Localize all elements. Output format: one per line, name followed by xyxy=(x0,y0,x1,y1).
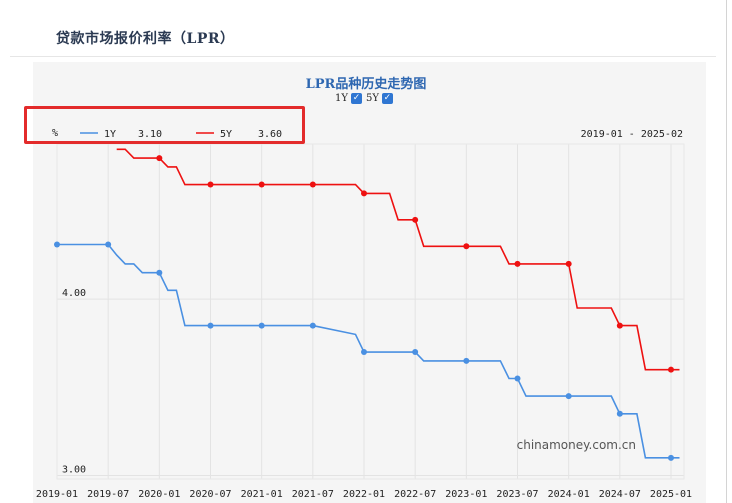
data-point-1y[interactable] xyxy=(258,322,265,329)
data-point-5y[interactable] xyxy=(616,322,623,329)
data-point-5y[interactable] xyxy=(361,190,367,197)
x-tick-label: 2023-01 xyxy=(445,489,487,500)
data-point-5y[interactable] xyxy=(207,181,214,188)
chart-panel xyxy=(33,62,706,503)
x-tick-label: 2022-01 xyxy=(343,489,385,500)
x-tick-label: 2021-07 xyxy=(292,489,334,500)
data-point-1y[interactable] xyxy=(616,410,623,417)
data-point-5y[interactable] xyxy=(514,260,521,267)
y-tick-label: 3.00 xyxy=(62,464,86,475)
series-line-5y xyxy=(116,148,680,371)
toggle-1y[interactable]: 1Y ✓ xyxy=(335,93,362,104)
date-range-label: 2019-01 - 2025-02 xyxy=(581,129,683,140)
data-point-1y[interactable] xyxy=(463,357,470,364)
data-point-5y[interactable] xyxy=(668,366,674,373)
legend-1y-value: 3.10 xyxy=(138,129,162,140)
checkbox-1y[interactable]: ✓ xyxy=(350,93,362,104)
data-point-1y[interactable] xyxy=(156,269,163,276)
data-point-5y[interactable] xyxy=(565,260,572,267)
x-tick-label: 2025-01 xyxy=(650,489,692,500)
data-point-5y[interactable] xyxy=(463,243,470,250)
watermark: chinamoney.com.cn xyxy=(517,438,636,452)
x-tick-label: 2020-07 xyxy=(189,489,231,500)
data-point-1y[interactable] xyxy=(207,322,214,329)
data-point-1y[interactable] xyxy=(105,241,112,248)
x-tick-label: 2023-07 xyxy=(496,489,538,500)
title-divider xyxy=(10,56,716,57)
legend-1y-name: 1Y xyxy=(104,129,116,140)
plot-area xyxy=(56,143,685,480)
data-point-5y[interactable] xyxy=(156,155,163,162)
toggle-5y-label: 5Y xyxy=(365,93,379,104)
y-tick-label: 4.00 xyxy=(62,288,86,299)
legend-highlight-box xyxy=(24,106,305,144)
x-tick-label: 2020-01 xyxy=(138,489,180,500)
tick-layer: 2019-01 2019-07 2020-01 2020-07 2021-01 2021-… xyxy=(36,288,692,500)
grid xyxy=(56,144,684,479)
legend-5y-value: 3.60 xyxy=(258,129,282,140)
data-point-1y[interactable] xyxy=(565,393,572,400)
x-tick-label: 2024-07 xyxy=(599,489,641,500)
chart-title: LPR品种历史走势图 xyxy=(305,77,427,92)
x-tick-label: 2019-07 xyxy=(87,489,129,500)
series-layer xyxy=(54,148,680,461)
data-point-1y[interactable] xyxy=(309,322,316,329)
toggle-1y-label: 1Y xyxy=(335,93,348,104)
data-point-1y[interactable] xyxy=(668,454,674,461)
data-point-5y[interactable] xyxy=(412,216,419,223)
x-tick-label: 2021-01 xyxy=(241,489,283,500)
x-tick-label: 2024-01 xyxy=(548,489,590,500)
legend-5y-name: 5Y xyxy=(220,129,232,140)
x-tick-label: 2019-01 xyxy=(36,489,78,500)
toggle-5y[interactable]: 5Y ✓ xyxy=(366,93,393,104)
page-title: 贷款市场报价利率（LPR） xyxy=(56,31,235,47)
data-point-5y[interactable] xyxy=(309,181,316,188)
data-point-1y[interactable] xyxy=(412,349,419,356)
data-point-5y[interactable] xyxy=(258,181,265,188)
series-line-1y xyxy=(57,243,680,459)
data-point-1y[interactable] xyxy=(361,349,367,356)
checkbox-5y[interactable]: ✓ xyxy=(381,93,393,104)
y-axis-unit: % xyxy=(52,128,58,139)
x-tick-label: 2022-07 xyxy=(394,489,436,500)
series-toggles: 1Y ✓ 5Y ✓ xyxy=(335,93,397,104)
data-point-1y[interactable] xyxy=(54,241,60,248)
data-point-1y[interactable] xyxy=(514,375,521,382)
